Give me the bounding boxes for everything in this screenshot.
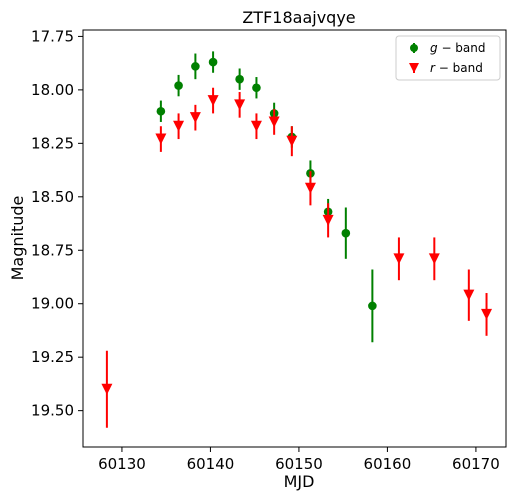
axes: 60130 60140 60150 60160 60170 17.75 18.00 18.25… xyxy=(31,27,507,473)
y-tick-label: 19.25 xyxy=(31,348,74,366)
x-tick-label: 60140 xyxy=(187,455,235,473)
data-point xyxy=(191,62,200,71)
y-tick-label: 18.25 xyxy=(31,134,74,152)
x-tick-label: 60130 xyxy=(98,455,146,473)
y-tick-label: 18.50 xyxy=(31,188,74,206)
legend-box xyxy=(395,35,501,81)
chart-title: ZTF18aajvqye xyxy=(242,8,355,27)
data-point xyxy=(481,308,493,320)
legend-item-r-band: r − band xyxy=(409,61,483,75)
data-point xyxy=(189,112,201,124)
data-point xyxy=(341,228,351,238)
data-point xyxy=(322,214,334,226)
data-point xyxy=(368,301,377,311)
legend-marker xyxy=(409,63,419,73)
series-r-band xyxy=(101,87,493,428)
y-axis-label: Magnitude xyxy=(8,196,27,281)
data-point xyxy=(304,182,316,194)
legend-label: g − band xyxy=(430,41,486,55)
data-point xyxy=(174,81,183,90)
legend-label: r − band xyxy=(430,61,483,75)
y-tick-label: 17.75 xyxy=(31,27,74,45)
x-tick-label: 60150 xyxy=(275,455,323,473)
data-point xyxy=(250,120,262,132)
legend: g − band r − band xyxy=(395,35,501,81)
y-tick-label: 19.00 xyxy=(31,295,74,313)
data-point xyxy=(208,57,218,67)
legend-marker xyxy=(410,44,418,52)
y-tick-label: 18.00 xyxy=(31,81,74,99)
data-point xyxy=(155,133,167,145)
x-tick-label: 60170 xyxy=(452,455,500,473)
data-point xyxy=(207,95,219,107)
data-point xyxy=(235,74,244,84)
data-point xyxy=(234,99,246,111)
y-tick-label: 18.75 xyxy=(31,241,74,259)
data-point xyxy=(156,106,166,116)
plot-area xyxy=(101,51,493,428)
data-point xyxy=(173,120,185,132)
x-axis-label: MJD xyxy=(284,472,315,491)
data-point xyxy=(252,83,261,93)
y-tick-label: 19.50 xyxy=(31,402,74,420)
data-point xyxy=(428,253,440,265)
plot-frame xyxy=(82,29,507,448)
x-tick-label: 60160 xyxy=(364,455,412,473)
data-point xyxy=(268,116,280,128)
data-point xyxy=(101,383,113,395)
legend-item-g-band: g − band xyxy=(410,41,486,55)
data-point xyxy=(393,253,405,265)
data-point xyxy=(463,289,475,301)
data-point xyxy=(286,135,298,147)
